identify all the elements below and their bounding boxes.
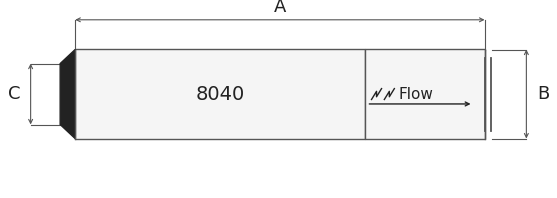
Text: C: C: [8, 85, 21, 103]
Text: Flow: Flow: [399, 87, 434, 102]
Text: A: A: [273, 0, 286, 16]
Text: 8040: 8040: [196, 85, 245, 104]
Bar: [365, 50, 485, 139]
Polygon shape: [60, 50, 75, 139]
Bar: [75, 50, 365, 139]
Text: B: B: [538, 85, 550, 103]
